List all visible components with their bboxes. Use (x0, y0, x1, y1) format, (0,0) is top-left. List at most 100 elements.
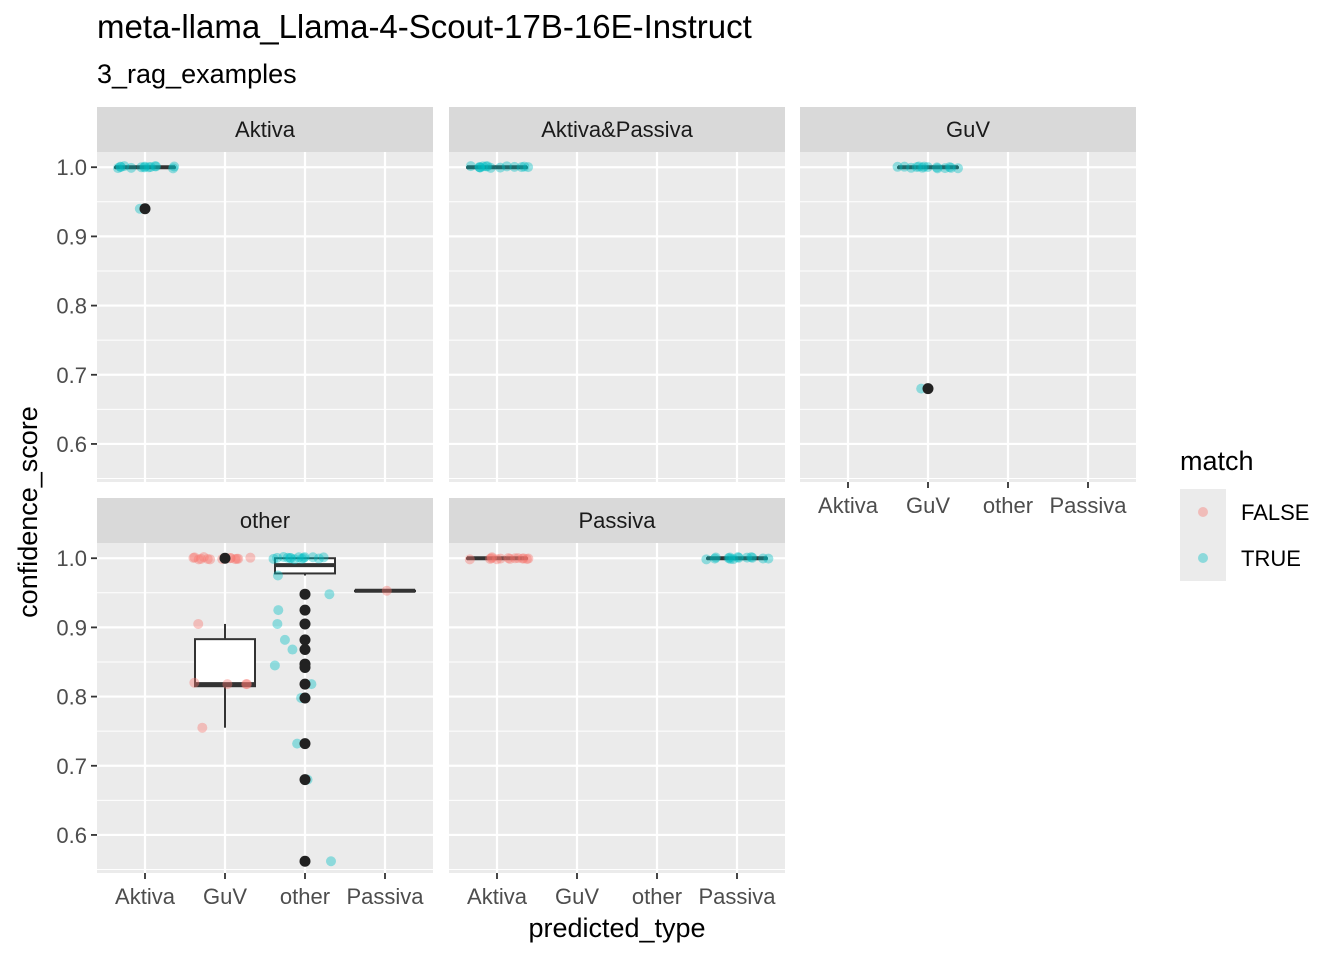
jitter-point-false (193, 618, 204, 629)
jitter-point-false (245, 552, 256, 563)
outlier-point (299, 644, 311, 656)
x-tick-label: Passiva (1049, 493, 1127, 518)
jitter-point-true (273, 605, 284, 616)
outlier-point (299, 774, 311, 786)
facet-strip (800, 107, 1136, 152)
facet-strip (449, 498, 785, 543)
outlier-point (139, 203, 151, 215)
x-tick-label: Passiva (698, 884, 776, 909)
jitter-point-true (495, 162, 506, 173)
jitter-point-true (285, 552, 296, 563)
jitter-point-true (892, 161, 903, 172)
jitter-point-true (919, 161, 930, 172)
outlier-point (299, 662, 311, 674)
jitter-point-true (298, 553, 309, 564)
jitter-point-true (501, 161, 512, 172)
box-body (194, 638, 256, 688)
jitter-point-true (932, 163, 943, 174)
jitter-point-false (518, 553, 529, 564)
jitter-point-true (285, 553, 296, 564)
jitter-point-false (513, 553, 524, 564)
jitter-point-true (946, 162, 957, 173)
chart-subtitle: 3_rag_examples (97, 59, 297, 89)
jitter-point-false (491, 554, 502, 565)
y-axis-title: confidence_score (13, 406, 43, 618)
jitter-point-true (899, 161, 910, 172)
jitter-point-true (115, 162, 126, 173)
x-tick-label: GuV (555, 884, 599, 909)
jitter-point-false (504, 553, 515, 564)
jitter-point-true (725, 554, 736, 565)
jitter-point-true (136, 162, 147, 173)
facet-aktiva: Aktiva 0.6 0.7 0.8 0.9 1.0 (56, 107, 433, 482)
jitter-point-true (758, 553, 769, 564)
panel-background (800, 152, 1136, 482)
jitter-point-true (115, 161, 126, 172)
jitter-point-true (519, 161, 530, 172)
x-tick-label: Aktiva (467, 884, 528, 909)
chart-title: meta-llama_Llama-4-Scout-17B-16E-Instruc… (97, 8, 752, 45)
jitter-point-true (307, 552, 318, 563)
jitter-point-true (940, 163, 951, 174)
jitter-point-true (145, 162, 156, 173)
jitter-point-true (292, 738, 303, 749)
jitter-point-true (906, 162, 917, 173)
y-tick-label: 0.7 (56, 363, 87, 388)
facet-strip (97, 498, 433, 543)
jitter-point-true (278, 552, 289, 563)
facet-passiva: Passiva Aktiva GuV other Passiva (449, 498, 785, 909)
panel-background (449, 543, 785, 873)
y-tick-label: 0.9 (56, 615, 87, 640)
outlier-point (299, 588, 311, 600)
jitter-point-true (516, 162, 527, 173)
jitter-point-false (233, 553, 244, 564)
jitter-point-false (381, 585, 392, 596)
jitter-point-false (241, 679, 252, 690)
facet-strip-label: other (240, 508, 290, 533)
jitter-point-true (272, 570, 283, 581)
legend-key-false (1198, 507, 1208, 517)
legend-label: TRUE (1241, 546, 1301, 571)
jitter-point-true (143, 162, 154, 173)
facet-strip-label: Passiva (578, 508, 656, 533)
facet-other: other 0.6 0.7 0.8 0.9 1.0 Aktiva GuV other Passiv… (56, 498, 433, 909)
jitter-point-true (477, 161, 488, 172)
outlier-point (299, 618, 311, 630)
jitter-point-true (733, 552, 744, 563)
jitter-point-true (150, 161, 161, 172)
jitter-point-false (189, 677, 200, 688)
jitter-point-true (299, 552, 310, 563)
jitter-point-false (510, 553, 521, 564)
outlier-point (299, 855, 311, 867)
jitter-point-false (231, 553, 242, 564)
facet-strip-label: Aktiva (235, 117, 296, 142)
jitter-point-true (475, 162, 486, 173)
outlier-point (299, 634, 311, 646)
x-tick-label: other (280, 884, 330, 909)
jitter-point-true (151, 161, 162, 172)
jitter-point-true (482, 161, 493, 172)
outlier-point (299, 678, 311, 690)
jitter-point-false (495, 553, 506, 564)
x-axis-title: predicted_type (528, 913, 705, 943)
jitter-point-false (205, 554, 216, 565)
panel-background (97, 543, 433, 873)
x-tick-label: Passiva (346, 884, 424, 909)
jitter-point-true (139, 162, 150, 173)
y-tick-label: 0.6 (56, 432, 87, 457)
jitter-point-true (269, 660, 280, 671)
jitter-point-false (197, 722, 208, 733)
jitter-point-true (728, 554, 739, 565)
jitter-point-true (287, 644, 298, 655)
legend-key-bg (1180, 489, 1226, 535)
panel-background (97, 152, 433, 482)
jitter-point-true (169, 161, 180, 172)
jitter-point-false (188, 552, 199, 563)
y-tick-label: 0.7 (56, 754, 87, 779)
outlier-point (922, 383, 934, 395)
y-tick-label: 0.8 (56, 294, 87, 319)
outlier-point (299, 692, 311, 704)
jitter-point-true (465, 161, 476, 172)
facet-guv: GuV Aktiva GuV other Passiva (800, 107, 1136, 518)
